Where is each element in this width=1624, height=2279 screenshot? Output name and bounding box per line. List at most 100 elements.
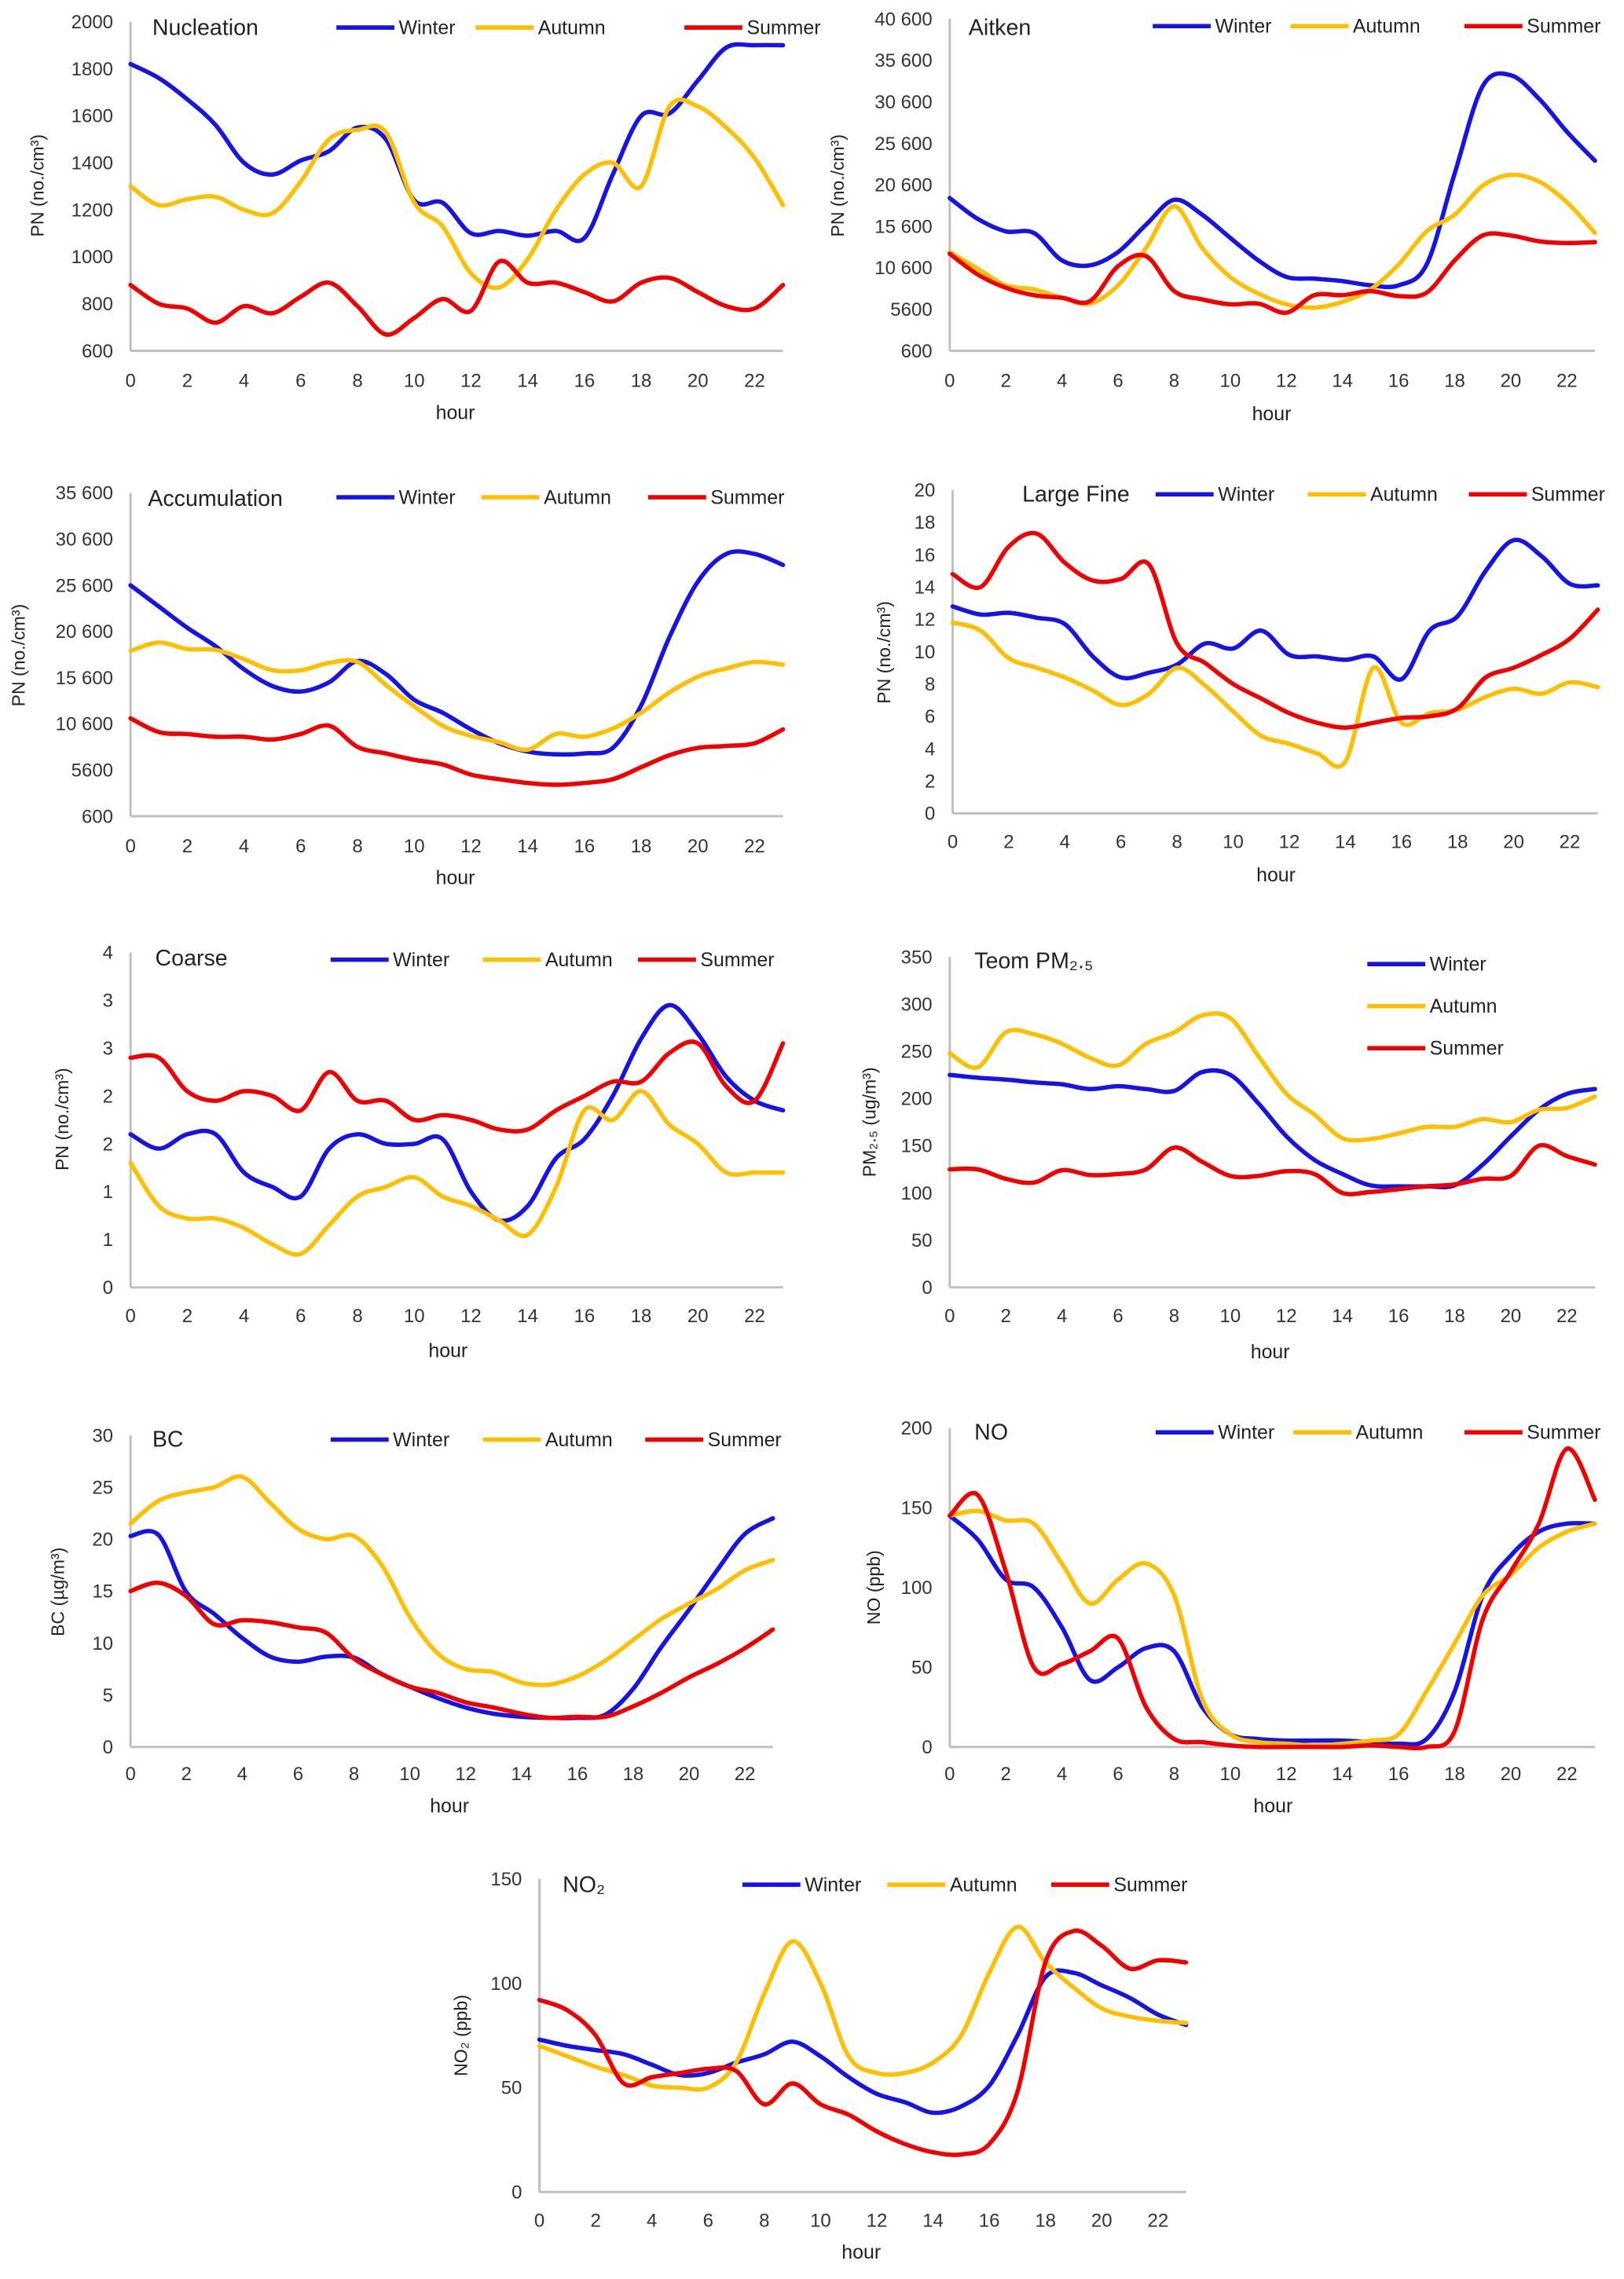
y-tick-label: 0 xyxy=(103,1737,113,1758)
x-tick-label: 4 xyxy=(237,1764,247,1785)
x-tick-label: 2 xyxy=(182,836,192,857)
x-tick-label: 20 xyxy=(1503,832,1524,853)
series-line-autumn xyxy=(128,640,786,753)
x-tick-label: 16 xyxy=(567,1764,588,1785)
x-tick-label: 0 xyxy=(125,1764,135,1785)
y-tick-label: 50 xyxy=(911,1230,933,1251)
series-line-winter xyxy=(948,1068,1597,1189)
chart-aitken: 600 5600 10 600 15 600 20 600 25 600 30 600 35 … xyxy=(827,9,1600,425)
y-tick-label: 600 xyxy=(82,341,113,362)
legend-label: Winter xyxy=(399,486,456,508)
x-tick-label: 16 xyxy=(979,2211,1000,2232)
x-tick-label: 12 xyxy=(460,371,482,392)
y-tick-label: 150 xyxy=(901,1136,933,1157)
y-tick-label: 35 600 xyxy=(56,483,113,504)
y-tick-label: 1200 xyxy=(71,200,113,221)
legend-label: Autumn xyxy=(1356,1422,1424,1444)
y-tick-label: 10 xyxy=(915,642,936,663)
x-tick-label: 12 xyxy=(1276,1306,1297,1327)
x-tick-label: 0 xyxy=(944,371,955,392)
x-tick-label: 20 xyxy=(687,836,709,857)
legend-item-winter: Winter xyxy=(1155,484,1274,506)
legend-item-autumn: Autumn xyxy=(1307,484,1438,506)
legend-label: Autumn xyxy=(545,949,613,971)
x-tick-label: 22 xyxy=(1556,371,1578,392)
x-tick-label: 0 xyxy=(944,1306,955,1327)
x-axis-title: hour xyxy=(1256,864,1296,886)
legend-label: Winter xyxy=(393,949,449,971)
x-tick-label: 0 xyxy=(948,832,958,853)
legend-label: Autumn xyxy=(1370,484,1438,506)
x-tick-label: 0 xyxy=(534,2211,544,2232)
y-axis-title: BC (µg/m³) xyxy=(47,1548,68,1636)
y-axis-title: PN (no./cm³) xyxy=(874,601,894,704)
series-line-autumn xyxy=(128,1089,786,1257)
x-tick-label: 16 xyxy=(574,371,596,392)
y-axis-title: PN (no./cm³) xyxy=(52,1068,72,1171)
x-tick-label: 22 xyxy=(1147,2211,1168,2232)
series-line-winter xyxy=(948,71,1597,290)
x-tick-label: 18 xyxy=(1444,1306,1465,1327)
legend-item-autumn: Autumn xyxy=(481,486,611,508)
x-axis-title: hour xyxy=(436,867,475,889)
x-tick-label: 20 xyxy=(687,1306,709,1327)
legend-label: Summer xyxy=(700,949,774,971)
chart-title: BC xyxy=(152,1427,184,1453)
x-tick-label: 6 xyxy=(293,1764,303,1785)
y-tick-label: 15 600 xyxy=(874,216,932,237)
x-tick-label: 18 xyxy=(623,1764,644,1785)
x-tick-label: 14 xyxy=(1335,832,1356,853)
x-tick-label: 18 xyxy=(1447,832,1468,853)
x-tick-label: 12 xyxy=(1279,832,1300,853)
y-tick-label: 10 600 xyxy=(874,258,932,279)
legend-item-autumn: Autumn xyxy=(1367,995,1497,1017)
legend-label: Summer xyxy=(1527,1422,1600,1444)
y-tick-label: 30 600 xyxy=(874,92,932,113)
x-axis-title: hour xyxy=(841,2241,881,2263)
x-tick-label: 10 xyxy=(1220,1306,1241,1327)
legend-label: Winter xyxy=(399,16,456,38)
legend-label: Autumn xyxy=(1353,16,1421,38)
y-tick-label: 150 xyxy=(490,1869,522,1890)
legend-item-autumn: Autumn xyxy=(1290,16,1421,38)
legend-item-summer: Summer xyxy=(638,949,775,971)
y-tick-label: 100 xyxy=(490,1973,522,1995)
x-tick-label: 10 xyxy=(404,371,425,392)
y-tick-label: 600 xyxy=(82,806,113,827)
x-tick-label: 18 xyxy=(1444,371,1465,392)
series-line-autumn xyxy=(948,1508,1597,1748)
x-tick-label: 14 xyxy=(1332,1306,1353,1327)
legend-label: Autumn xyxy=(1430,995,1498,1017)
y-tick-label: 600 xyxy=(901,341,933,362)
legend-label: Autumn xyxy=(950,1874,1017,1896)
legend-label: Autumn xyxy=(545,1429,613,1451)
y-tick-label: 250 xyxy=(901,1041,933,1062)
series-line-summer xyxy=(537,1928,1189,2157)
legend-item-autumn: Autumn xyxy=(482,1429,613,1451)
x-tick-label: 22 xyxy=(1556,1764,1578,1785)
series-line-autumn xyxy=(948,1011,1597,1143)
y-tick-label: 15 xyxy=(92,1581,113,1603)
x-tick-label: 16 xyxy=(1388,1764,1410,1785)
chart-title: Accumulation xyxy=(148,486,283,511)
legend-item-winter: Winter xyxy=(1155,1422,1274,1444)
x-tick-label: 18 xyxy=(1035,2211,1056,2232)
legend-label: Summer xyxy=(746,16,820,38)
y-tick-label: 0 xyxy=(925,804,935,825)
legend-label: Winter xyxy=(1218,1422,1274,1444)
chart-title: Teom PM₂.₅ xyxy=(974,949,1093,974)
x-tick-label: 4 xyxy=(1057,371,1067,392)
x-tick-label: 6 xyxy=(295,1306,306,1327)
y-tick-label: 12 xyxy=(915,610,936,631)
legend-item-winter: Winter xyxy=(1153,16,1271,38)
y-tick-label: 2 xyxy=(103,1134,113,1155)
y-axis-title: NO (ppb) xyxy=(863,1550,884,1625)
legend-item-summer: Summer xyxy=(1464,1422,1600,1444)
y-tick-label: 2000 xyxy=(71,12,113,33)
x-tick-label: 8 xyxy=(352,1306,362,1327)
legend-item-winter: Winter xyxy=(330,949,449,971)
x-tick-label: 4 xyxy=(239,836,249,857)
legend-label: Summer xyxy=(1430,1038,1504,1060)
y-tick-label: 350 xyxy=(901,947,933,968)
x-tick-label: 0 xyxy=(944,1764,955,1785)
